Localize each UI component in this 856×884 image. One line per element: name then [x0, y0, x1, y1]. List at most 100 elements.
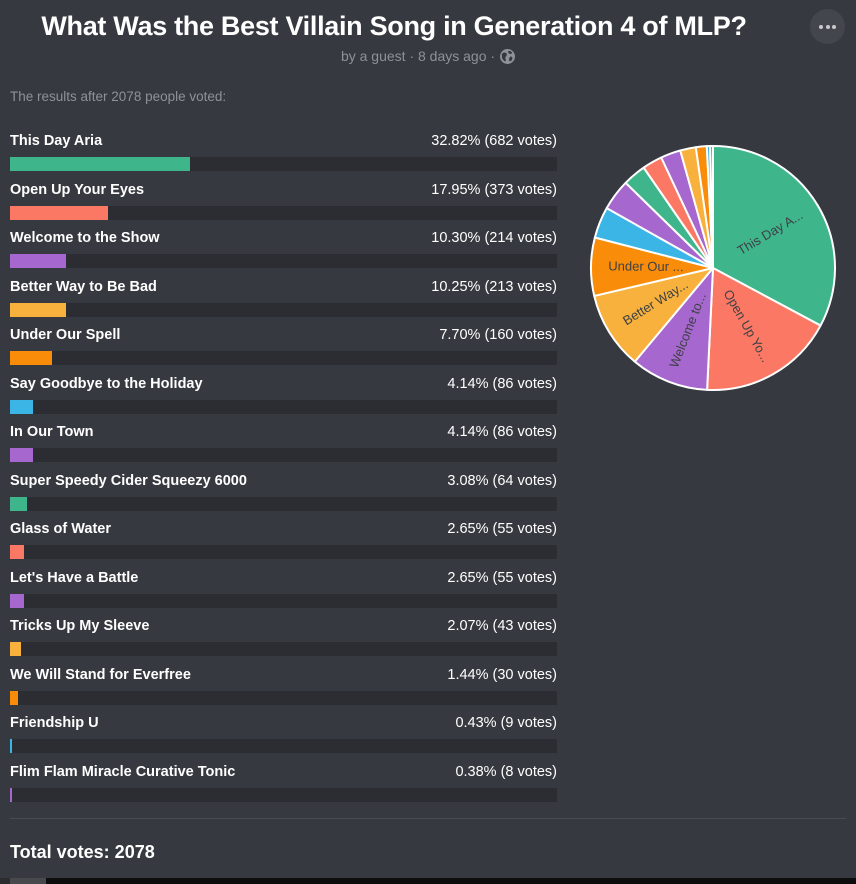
divider	[10, 817, 846, 819]
result-bar-fill	[10, 739, 13, 753]
header: What Was the Best Villain Song in Genera…	[0, 0, 856, 44]
option-label: Super Speedy Cider Squeezy 6000	[10, 472, 247, 489]
poll-option-row: Tricks Up My Sleeve 2.07% (43 votes)	[10, 616, 557, 656]
more-options-button[interactable]	[810, 9, 845, 44]
option-result-value: 4.14% (86 votes)	[447, 424, 557, 440]
option-label: Under Our Spell	[10, 327, 121, 343]
option-label: Flim Flam Miracle Curative Tonic	[10, 763, 236, 780]
option-row-head: Glass of Water 2.65% (55 votes)	[10, 519, 557, 539]
result-bar-track	[10, 302, 557, 317]
pie-slice	[709, 144, 714, 269]
poll-option-row: Under Our Spell 7.70% (160 votes)	[10, 325, 557, 365]
option-result-value: 0.38% (8 votes)	[455, 763, 557, 780]
result-bar-track	[10, 787, 557, 802]
result-bar-track	[10, 496, 557, 511]
option-result-value: 32.82% (682 votes)	[431, 133, 557, 149]
poll-option-row: We Will Stand for Everfree 1.44% (30 vot…	[10, 665, 557, 705]
pie-slice-label: Under Our ...	[608, 258, 683, 274]
option-result-value: 17.95% (373 votes)	[431, 181, 557, 198]
option-label: We Will Stand for Everfree	[10, 666, 191, 683]
poll-option-row: Friendship U 0.43% (9 votes)	[10, 713, 557, 753]
poll-option-row: Super Speedy Cider Squeezy 6000 3.08% (6…	[10, 471, 557, 511]
option-label: This Day Aria	[10, 133, 103, 149]
option-label: Friendship U	[10, 715, 99, 731]
poll-option-row: Open Up Your Eyes 17.95% (373 votes)	[10, 180, 557, 220]
result-bar-track	[10, 690, 557, 705]
result-bar-fill	[10, 545, 25, 559]
result-bar-track	[10, 157, 557, 171]
pie-slice	[593, 267, 714, 363]
option-label: Glass of Water	[10, 521, 111, 537]
poll-option-row: Glass of Water 2.65% (55 votes)	[10, 519, 557, 559]
option-row-head: We Will Stand for Everfree 1.44% (30 vot…	[10, 665, 557, 685]
option-result-value: 2.65% (55 votes)	[447, 569, 557, 586]
option-result-value: 10.30% (214 votes)	[431, 230, 557, 246]
total-votes: Total votes: 2078	[10, 841, 155, 862]
result-bar-fill	[10, 448, 33, 462]
result-bar-fill	[10, 690, 18, 705]
result-bar-fill	[10, 593, 25, 608]
option-label: Say Goodbye to the Holiday	[10, 375, 203, 392]
poll-option-row: Welcome to the Show 10.30% (214 votes)	[10, 228, 557, 268]
option-label: Welcome to the Show	[10, 230, 160, 246]
byline: by a guest · 8 days ago ·	[0, 47, 856, 65]
globe-icon	[500, 48, 516, 64]
result-bar-track	[10, 739, 557, 753]
option-row-head: Super Speedy Cider Squeezy 6000 3.08% (6…	[10, 471, 557, 491]
option-row-head: Friendship U 0.43% (9 votes)	[10, 713, 557, 733]
poll-option-row: In Our Town 4.14% (86 votes)	[10, 422, 557, 462]
result-bar-fill	[10, 205, 109, 220]
result-bar-track	[10, 254, 557, 268]
result-bar-fill	[10, 496, 27, 511]
option-row-head: In Our Town 4.14% (86 votes)	[10, 422, 557, 442]
byline-text: by a guest · 8 days ago ·	[340, 48, 496, 64]
pie-slice	[706, 267, 822, 391]
option-label: Let's Have a Battle	[10, 569, 139, 586]
option-label: In Our Town	[10, 424, 94, 440]
option-result-value: 3.08% (64 votes)	[447, 472, 557, 489]
option-result-value: 7.70% (160 votes)	[439, 327, 557, 343]
result-bar-fill	[10, 642, 22, 656]
option-row-head: Under Our Spell 7.70% (160 votes)	[10, 325, 557, 345]
option-result-value: 0.43% (9 votes)	[455, 715, 557, 731]
poll-option-row: This Day Aria 32.82% (682 votes)	[10, 131, 557, 171]
poll-option-row: Say Goodbye to the Holiday 4.14% (86 vot…	[10, 374, 557, 414]
result-bar-fill	[10, 399, 33, 414]
scrollbar-cap	[0, 878, 10, 884]
pie-slice	[633, 267, 714, 391]
option-row-head: Tricks Up My Sleeve 2.07% (43 votes)	[10, 616, 557, 636]
page-title: What Was the Best Villain Song in Genera…	[41, 11, 747, 41]
result-bar-track	[10, 205, 557, 220]
option-row-head: Say Goodbye to the Holiday 4.14% (86 vot…	[10, 374, 557, 394]
result-bar-fill	[10, 787, 13, 802]
option-row-head: Flim Flam Miracle Curative Tonic 0.38% (…	[10, 762, 557, 782]
result-bar-track	[10, 448, 557, 462]
results-content: This Day Aria 32.82% (682 votes) Open Up…	[0, 131, 856, 802]
option-result-value: 4.14% (86 votes)	[447, 375, 557, 392]
scrollbar-thumb[interactable]	[10, 878, 46, 884]
result-bar-track	[10, 642, 557, 656]
poll-option-row: Let's Have a Battle 2.65% (55 votes)	[10, 568, 557, 608]
option-label: Better Way to Be Bad	[10, 278, 157, 295]
result-bar-fill	[10, 302, 67, 317]
option-result-value: 10.25% (213 votes)	[431, 278, 557, 295]
poll-option-row: Flim Flam Miracle Curative Tonic 0.38% (…	[10, 762, 557, 802]
result-bar-fill	[10, 254, 67, 268]
result-bar-track	[10, 545, 557, 559]
option-row-head: Let's Have a Battle 2.65% (55 votes)	[10, 568, 557, 588]
poll-option-row: Better Way to Be Bad 10.25% (213 votes)	[10, 277, 557, 317]
result-bar-track	[10, 399, 557, 414]
option-result-value: 2.07% (43 votes)	[447, 618, 557, 634]
pie-slice	[712, 145, 836, 327]
pie-chart: This Day A... Open Up Yo... Welcome to... B…	[588, 143, 838, 393]
results-list: This Day Aria 32.82% (682 votes) Open Up…	[10, 131, 557, 802]
results-note: The results after 2078 people voted:	[10, 89, 227, 104]
result-bar-track	[10, 593, 557, 608]
result-bar-fill	[10, 157, 190, 171]
option-row-head: Welcome to the Show 10.30% (214 votes)	[10, 228, 557, 248]
result-bar-track	[10, 351, 557, 365]
horizontal-scrollbar[interactable]	[0, 878, 856, 884]
result-bar-fill	[10, 351, 53, 365]
option-row-head: Open Up Your Eyes 17.95% (373 votes)	[10, 180, 557, 200]
